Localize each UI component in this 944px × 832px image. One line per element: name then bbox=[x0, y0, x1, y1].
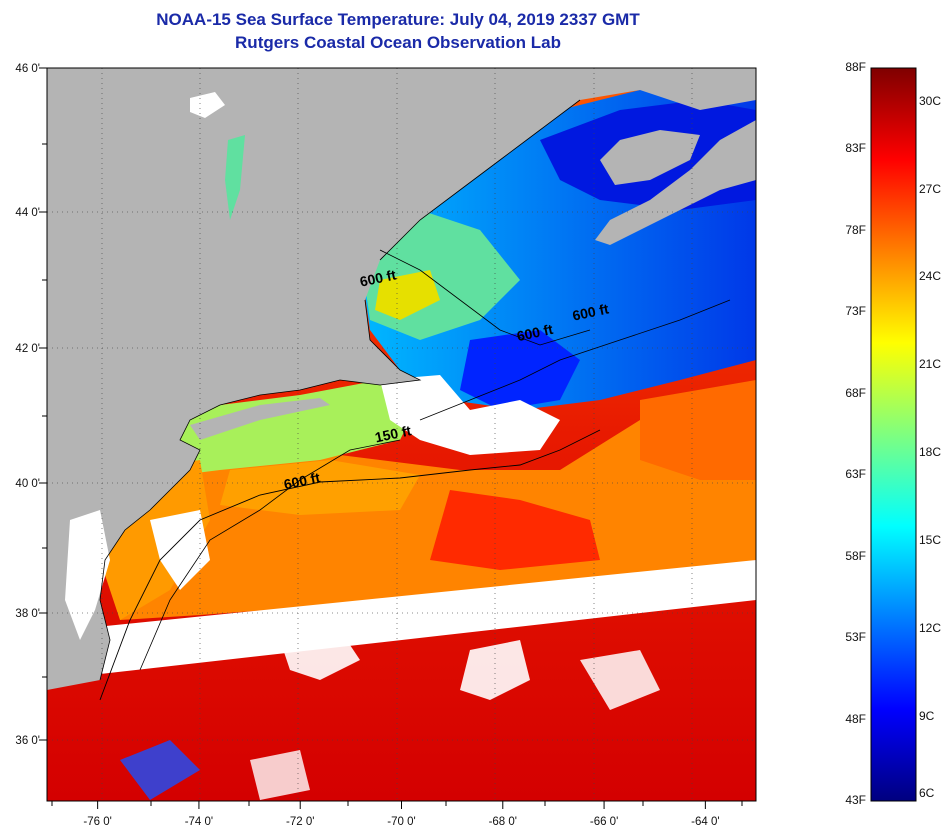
cloud-band bbox=[47, 560, 756, 680]
contour-label: 150 ft bbox=[373, 422, 412, 445]
lon-tick-label: -74 0' bbox=[185, 816, 213, 828]
lon-tick-label: -70 0' bbox=[387, 816, 415, 828]
lat-tick-label: 42 0' bbox=[15, 343, 40, 355]
colorbar-f-label: 48F bbox=[845, 711, 866, 726]
longitude-axis: -76 0' -74 0' -72 0' -70 0' -68 0' -66 0' -64 … bbox=[83, 801, 720, 828]
colorbar-f-label: 68F bbox=[845, 385, 866, 400]
colorbar-c-label: 9C bbox=[919, 709, 935, 724]
contour-label: 600 ft bbox=[358, 266, 397, 289]
lat-tick-label: 46 0' bbox=[15, 63, 40, 75]
colorbar-f-label: 83F bbox=[845, 141, 866, 156]
colorbar-c-label: 6C bbox=[919, 786, 935, 800]
colorbar-f-label: 53F bbox=[845, 630, 866, 645]
slope-water bbox=[120, 390, 756, 620]
lon-tick-label: -72 0' bbox=[286, 816, 314, 828]
lon-tick-label: -76 0' bbox=[83, 816, 111, 828]
lat-tick-label: 36 0' bbox=[15, 735, 40, 747]
contour-label: 600 ft bbox=[515, 321, 554, 344]
colorbar-f-label: 63F bbox=[845, 467, 866, 482]
lon-tick-label: -68 0' bbox=[489, 816, 517, 828]
colorbar-f-label: 73F bbox=[845, 304, 866, 319]
lat-tick-label: 38 0' bbox=[15, 608, 40, 620]
contour-600ft bbox=[99, 429, 601, 701]
contour-labels: 600 ft 600 ft 600 ft 150 ft 600 ft bbox=[282, 266, 610, 492]
contour-label: 600 ft bbox=[282, 469, 321, 492]
map-title: NOAA-15 Sea Surface Temperature: July 04… bbox=[156, 10, 640, 29]
colorbar-c-label: 30C bbox=[919, 93, 942, 108]
colorbar bbox=[870, 67, 917, 802]
colorbar-f-label: 43F bbox=[845, 793, 866, 807]
colorbar-c-label: 21C bbox=[919, 357, 942, 372]
colorbar-f-label: 58F bbox=[845, 548, 866, 563]
lat-tick-label: 40 0' bbox=[15, 478, 40, 490]
map-subtitle: Rutgers Coastal Ocean Observation Lab bbox=[235, 33, 561, 52]
colorbar-c-label: 24C bbox=[919, 269, 942, 284]
latitude-axis: 46 0' 44 0' 42 0' 40 0' 38 0' 36 0' bbox=[15, 63, 47, 747]
lat-tick-label: 44 0' bbox=[15, 207, 40, 219]
colorbar-f-label: 88F bbox=[845, 60, 866, 74]
lon-tick-label: -64 0' bbox=[691, 816, 719, 828]
lon-tick-label: -66 0' bbox=[590, 816, 618, 828]
colorbar-c-label: 27C bbox=[919, 181, 942, 196]
colorbar-f-label: 78F bbox=[845, 222, 866, 237]
colorbar-c-label: 15C bbox=[919, 533, 942, 548]
contour-label: 600 ft bbox=[571, 300, 610, 323]
colorbar-c-label: 12C bbox=[919, 621, 942, 636]
colorbar-c-label: 18C bbox=[919, 445, 942, 460]
land-mass bbox=[47, 68, 756, 690]
